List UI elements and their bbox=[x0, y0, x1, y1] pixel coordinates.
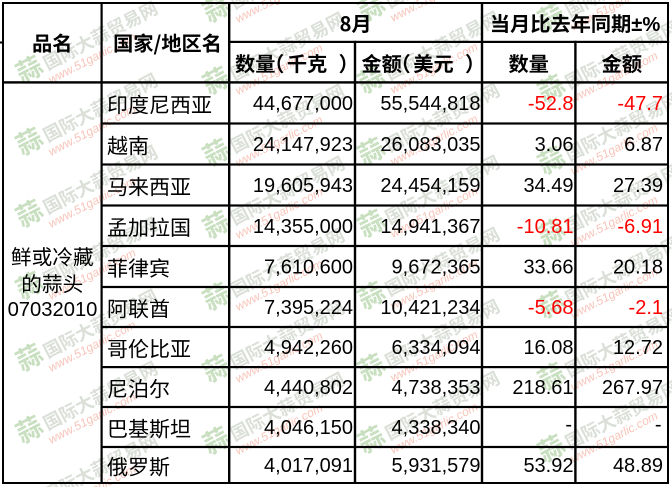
svg-text:44,677,000: 44,677,000 bbox=[253, 93, 353, 115]
svg-text:20.18: 20.18 bbox=[613, 257, 663, 279]
svg-text:4,046,150: 4,046,150 bbox=[264, 417, 353, 439]
svg-text:07032010: 07032010 bbox=[8, 299, 98, 321]
svg-text:48.89: 48.89 bbox=[613, 455, 663, 477]
svg-text:16.08: 16.08 bbox=[523, 337, 573, 359]
svg-text:267.97: 267.97 bbox=[602, 377, 663, 399]
svg-text:4,440,802: 4,440,802 bbox=[264, 377, 353, 399]
svg-text:-2.1: -2.1 bbox=[629, 297, 663, 319]
svg-text:4,738,353: 4,738,353 bbox=[392, 377, 481, 399]
svg-text:-47.7: -47.7 bbox=[617, 93, 663, 115]
svg-text:6.87: 6.87 bbox=[624, 134, 663, 156]
svg-text:53.92: 53.92 bbox=[523, 455, 573, 477]
svg-text:33.66: 33.66 bbox=[523, 257, 573, 279]
svg-text:24,147,923: 24,147,923 bbox=[253, 134, 353, 156]
svg-text:-5.68: -5.68 bbox=[528, 297, 574, 319]
svg-text:7,395,224: 7,395,224 bbox=[264, 297, 353, 319]
svg-text:24,454,159: 24,454,159 bbox=[380, 175, 480, 197]
svg-text:4,942,260: 4,942,260 bbox=[264, 337, 353, 359]
svg-text:4,017,091: 4,017,091 bbox=[264, 455, 353, 477]
svg-text:26,083,035: 26,083,035 bbox=[380, 134, 480, 156]
svg-text:19,605,943: 19,605,943 bbox=[253, 175, 353, 197]
svg-text:6,334,094: 6,334,094 bbox=[392, 337, 481, 359]
svg-text:218.61: 218.61 bbox=[512, 377, 573, 399]
svg-text:12.72: 12.72 bbox=[613, 337, 663, 359]
svg-text:34.49: 34.49 bbox=[523, 175, 573, 197]
svg-text:3.06: 3.06 bbox=[535, 134, 574, 156]
svg-text:-: - bbox=[655, 414, 662, 436]
svg-text:-52.8: -52.8 bbox=[528, 93, 574, 115]
svg-text:-: - bbox=[565, 414, 572, 436]
svg-text:14,355,000: 14,355,000 bbox=[253, 216, 353, 238]
svg-text:4,338,340: 4,338,340 bbox=[392, 417, 481, 439]
svg-text:-6.91: -6.91 bbox=[617, 216, 663, 238]
svg-text:14,941,367: 14,941,367 bbox=[380, 216, 480, 238]
svg-text:55,544,818: 55,544,818 bbox=[380, 93, 480, 115]
svg-text:±%: ±% bbox=[631, 14, 660, 36]
svg-text:27.39: 27.39 bbox=[613, 175, 663, 197]
svg-text:7,610,600: 7,610,600 bbox=[264, 257, 353, 279]
svg-text:-10.81: -10.81 bbox=[517, 216, 574, 238]
svg-text:10,421,234: 10,421,234 bbox=[380, 297, 480, 319]
svg-text:5,931,579: 5,931,579 bbox=[392, 455, 481, 477]
svg-text:9,672,365: 9,672,365 bbox=[392, 257, 481, 279]
